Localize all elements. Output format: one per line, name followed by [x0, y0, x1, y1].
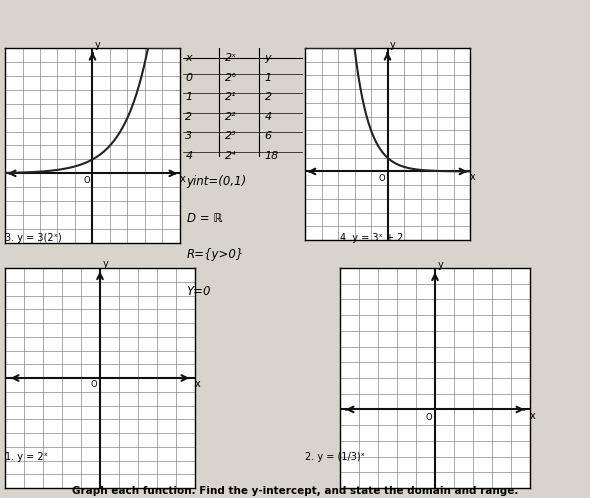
Text: 4. y = 3ˣ + 2: 4. y = 3ˣ + 2 — [340, 233, 404, 243]
Text: 2¹: 2¹ — [225, 92, 237, 102]
Text: y: y — [390, 40, 396, 50]
Text: yint=(0,1): yint=(0,1) — [186, 175, 247, 188]
Text: x: x — [185, 53, 192, 63]
Text: y: y — [264, 53, 271, 63]
Text: 2: 2 — [185, 112, 192, 122]
Text: x: x — [195, 378, 201, 388]
Text: Graph each function. Find the y-intercept, and state the domain and range.: Graph each function. Find the y-intercep… — [72, 486, 518, 496]
Text: x: x — [470, 172, 476, 182]
Text: R={y>0}: R={y>0} — [186, 248, 244, 261]
Text: 3. y = 3(2ˣ): 3. y = 3(2ˣ) — [5, 233, 62, 243]
Text: 3: 3 — [185, 131, 192, 141]
Text: 2ˣ: 2ˣ — [225, 53, 237, 63]
Text: 2: 2 — [264, 92, 272, 102]
Text: 1. y = 2ˣ: 1. y = 2ˣ — [5, 452, 48, 462]
Text: 6: 6 — [264, 131, 272, 141]
Text: x: x — [530, 411, 536, 421]
Text: 2. y = (1/3)ˣ: 2. y = (1/3)ˣ — [305, 452, 365, 462]
Text: Y=0: Y=0 — [186, 284, 211, 298]
Text: 2°: 2° — [225, 73, 238, 83]
Text: y: y — [95, 40, 101, 50]
Text: O: O — [378, 174, 385, 183]
Text: 1: 1 — [264, 73, 272, 83]
Text: O: O — [90, 380, 97, 389]
Text: 2⁴: 2⁴ — [225, 151, 237, 161]
Text: x: x — [180, 174, 186, 184]
Text: y: y — [103, 259, 109, 269]
Text: 2²: 2² — [225, 112, 237, 122]
Text: 0: 0 — [185, 73, 192, 83]
Text: 2³: 2³ — [225, 131, 237, 141]
Text: 4: 4 — [264, 112, 272, 122]
Text: 18: 18 — [264, 151, 279, 161]
Text: O: O — [83, 176, 90, 185]
Text: 1: 1 — [185, 92, 192, 102]
Text: 4: 4 — [185, 151, 192, 161]
Text: y: y — [438, 260, 444, 270]
Text: D = ℝ: D = ℝ — [186, 212, 222, 225]
Text: O: O — [425, 413, 432, 422]
